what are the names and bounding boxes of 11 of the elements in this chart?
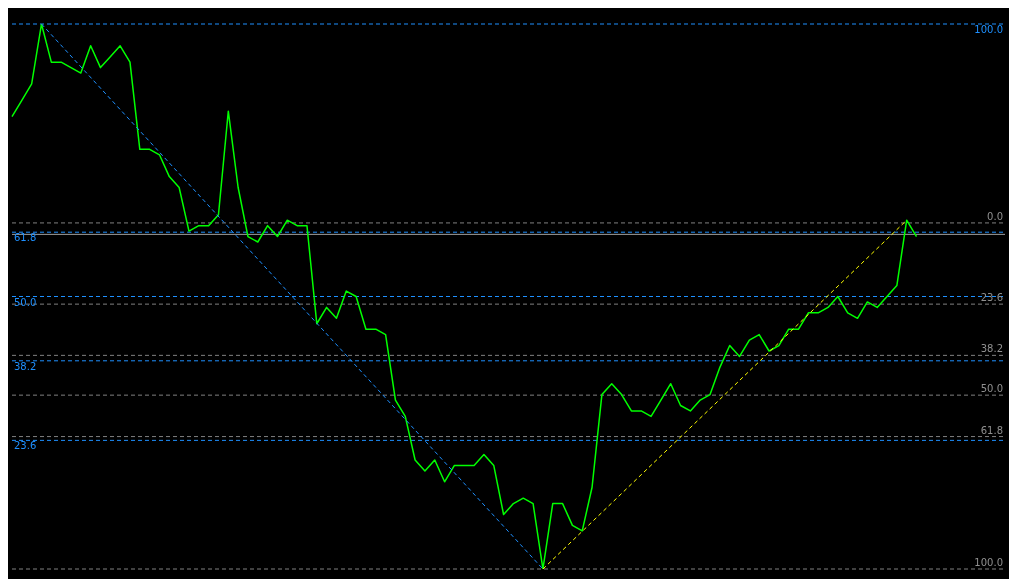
ref-line-label: 23.6 [14, 440, 37, 452]
ref-line-label: 61.8 [14, 232, 37, 244]
ref-line-label: 38.2 [14, 360, 37, 372]
annotation: 61.8 [980, 424, 1003, 436]
ref-line-label: 100.0 [974, 24, 1003, 36]
annotation: 100.0 [974, 557, 1003, 568]
annotation: 50.0 [980, 383, 1003, 395]
annotation: 38.2 [980, 343, 1003, 355]
annotation: 0.0 [987, 210, 1003, 222]
ref-line-label: 50.0 [14, 296, 37, 308]
annotation: 23.6 [980, 292, 1003, 304]
